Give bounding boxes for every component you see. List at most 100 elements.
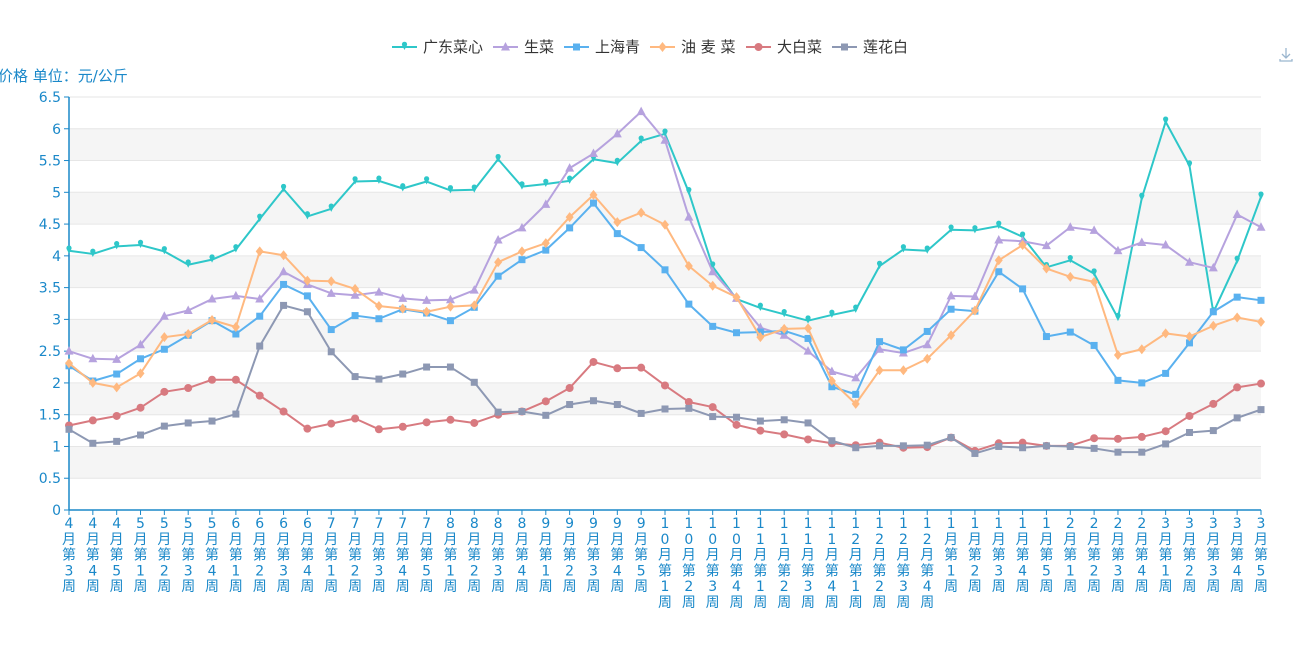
data-point-marker[interactable] xyxy=(613,217,622,228)
data-point-marker[interactable] xyxy=(541,397,550,406)
data-point-marker[interactable] xyxy=(256,312,264,320)
data-point-marker[interactable] xyxy=(876,442,884,450)
data-point-marker[interactable] xyxy=(946,290,956,300)
data-point-marker[interactable] xyxy=(566,401,574,409)
data-point-marker[interactable] xyxy=(136,368,145,379)
data-point-marker[interactable] xyxy=(1018,240,1027,251)
data-point-marker[interactable] xyxy=(900,244,906,253)
data-point-marker[interactable] xyxy=(375,375,383,383)
data-point-marker[interactable] xyxy=(1209,427,1217,435)
data-point-marker[interactable] xyxy=(1161,328,1170,339)
data-point-marker[interactable] xyxy=(780,416,788,424)
data-point-marker[interactable] xyxy=(1161,427,1170,436)
data-point-marker[interactable] xyxy=(684,212,694,221)
data-point-marker[interactable] xyxy=(160,422,168,430)
data-point-marker[interactable] xyxy=(279,266,289,276)
data-point-marker[interactable] xyxy=(1114,376,1122,384)
data-point-marker[interactable] xyxy=(280,280,288,288)
data-point-marker[interactable] xyxy=(255,246,264,257)
data-point-marker[interactable] xyxy=(1066,442,1074,450)
data-point-marker[interactable] xyxy=(543,178,549,188)
data-point-marker[interactable] xyxy=(255,391,264,400)
data-point-marker[interactable] xyxy=(684,261,693,272)
data-point-marker[interactable] xyxy=(1019,231,1026,240)
data-point-marker[interactable] xyxy=(519,181,525,190)
legend-item[interactable]: 大白菜 xyxy=(746,38,822,56)
data-point-marker[interactable] xyxy=(184,328,193,339)
data-point-marker[interactable] xyxy=(780,430,789,439)
data-point-marker[interactable] xyxy=(708,403,717,412)
data-point-marker[interactable] xyxy=(1209,320,1218,331)
data-point-marker[interactable] xyxy=(660,135,670,144)
data-point-marker[interactable] xyxy=(160,332,169,343)
data-point-marker[interactable] xyxy=(1042,263,1051,274)
data-point-marker[interactable] xyxy=(208,375,217,384)
data-point-marker[interactable] xyxy=(661,266,669,274)
data-point-marker[interactable] xyxy=(279,407,288,416)
data-point-marker[interactable] xyxy=(1113,349,1122,360)
data-point-marker[interactable] xyxy=(1090,444,1098,452)
data-point-marker[interactable] xyxy=(280,183,287,193)
data-point-marker[interactable] xyxy=(923,353,932,364)
data-point-marker[interactable] xyxy=(1185,339,1193,347)
data-point-marker[interactable] xyxy=(1257,406,1265,414)
data-point-marker[interactable] xyxy=(423,363,431,371)
data-point-marker[interactable] xyxy=(374,425,383,434)
data-point-marker[interactable] xyxy=(209,254,215,263)
data-point-marker[interactable] xyxy=(1185,428,1193,436)
data-point-marker[interactable] xyxy=(804,323,813,334)
data-point-marker[interactable] xyxy=(828,383,836,391)
data-point-marker[interactable] xyxy=(208,315,217,326)
data-point-marker[interactable] xyxy=(327,348,335,356)
data-point-marker[interactable] xyxy=(90,248,96,257)
data-point-marker[interactable] xyxy=(853,304,859,313)
data-point-marker[interactable] xyxy=(1184,257,1194,266)
data-point-marker[interactable] xyxy=(1066,271,1075,282)
data-point-marker[interactable] xyxy=(137,355,145,363)
data-point-marker[interactable] xyxy=(804,435,813,444)
data-point-marker[interactable] xyxy=(996,220,1002,229)
data-point-marker[interactable] xyxy=(327,276,336,287)
data-point-marker[interactable] xyxy=(1234,255,1240,264)
data-point-marker[interactable] xyxy=(565,163,575,172)
data-point-marker[interactable] xyxy=(207,294,217,303)
data-point-marker[interactable] xyxy=(1115,312,1121,322)
data-point-marker[interactable] xyxy=(542,411,550,419)
data-point-marker[interactable] xyxy=(136,403,145,412)
data-point-marker[interactable] xyxy=(471,184,477,193)
data-point-marker[interactable] xyxy=(923,327,931,335)
data-point-marker[interactable] xyxy=(613,364,622,373)
data-point-marker[interactable] xyxy=(875,344,885,353)
data-point-marker[interactable] xyxy=(113,437,121,445)
data-point-marker[interactable] xyxy=(327,326,335,334)
data-point-marker[interactable] xyxy=(1089,225,1099,234)
data-point-marker[interactable] xyxy=(1232,209,1242,219)
data-point-marker[interactable] xyxy=(805,315,811,324)
data-point-marker[interactable] xyxy=(1161,240,1171,249)
data-point-marker[interactable] xyxy=(1233,312,1242,323)
data-point-marker[interactable] xyxy=(612,128,622,138)
data-point-marker[interactable] xyxy=(160,345,168,353)
data-point-marker[interactable] xyxy=(326,288,336,297)
data-point-marker[interactable] xyxy=(1256,222,1266,231)
data-point-marker[interactable] xyxy=(232,330,240,338)
data-point-marker[interactable] xyxy=(374,287,384,296)
data-point-marker[interactable] xyxy=(136,339,146,349)
data-point-marker[interactable] xyxy=(183,305,193,314)
data-point-marker[interactable] xyxy=(1091,268,1097,277)
data-point-marker[interactable] xyxy=(1019,285,1027,293)
data-point-marker[interactable] xyxy=(971,449,979,457)
data-point-marker[interactable] xyxy=(1163,116,1169,125)
data-point-marker[interactable] xyxy=(781,308,787,318)
data-point-marker[interactable] xyxy=(1067,254,1073,264)
data-point-marker[interactable] xyxy=(470,300,479,311)
data-point-marker[interactable] xyxy=(995,268,1003,276)
data-point-marker[interactable] xyxy=(112,382,121,393)
data-point-marker[interactable] xyxy=(804,334,812,342)
data-point-marker[interactable] xyxy=(304,211,310,220)
data-point-marker[interactable] xyxy=(899,365,908,376)
data-point-marker[interactable] xyxy=(280,301,288,309)
data-point-marker[interactable] xyxy=(922,339,932,349)
data-point-marker[interactable] xyxy=(494,408,502,416)
data-point-marker[interactable] xyxy=(495,153,501,163)
